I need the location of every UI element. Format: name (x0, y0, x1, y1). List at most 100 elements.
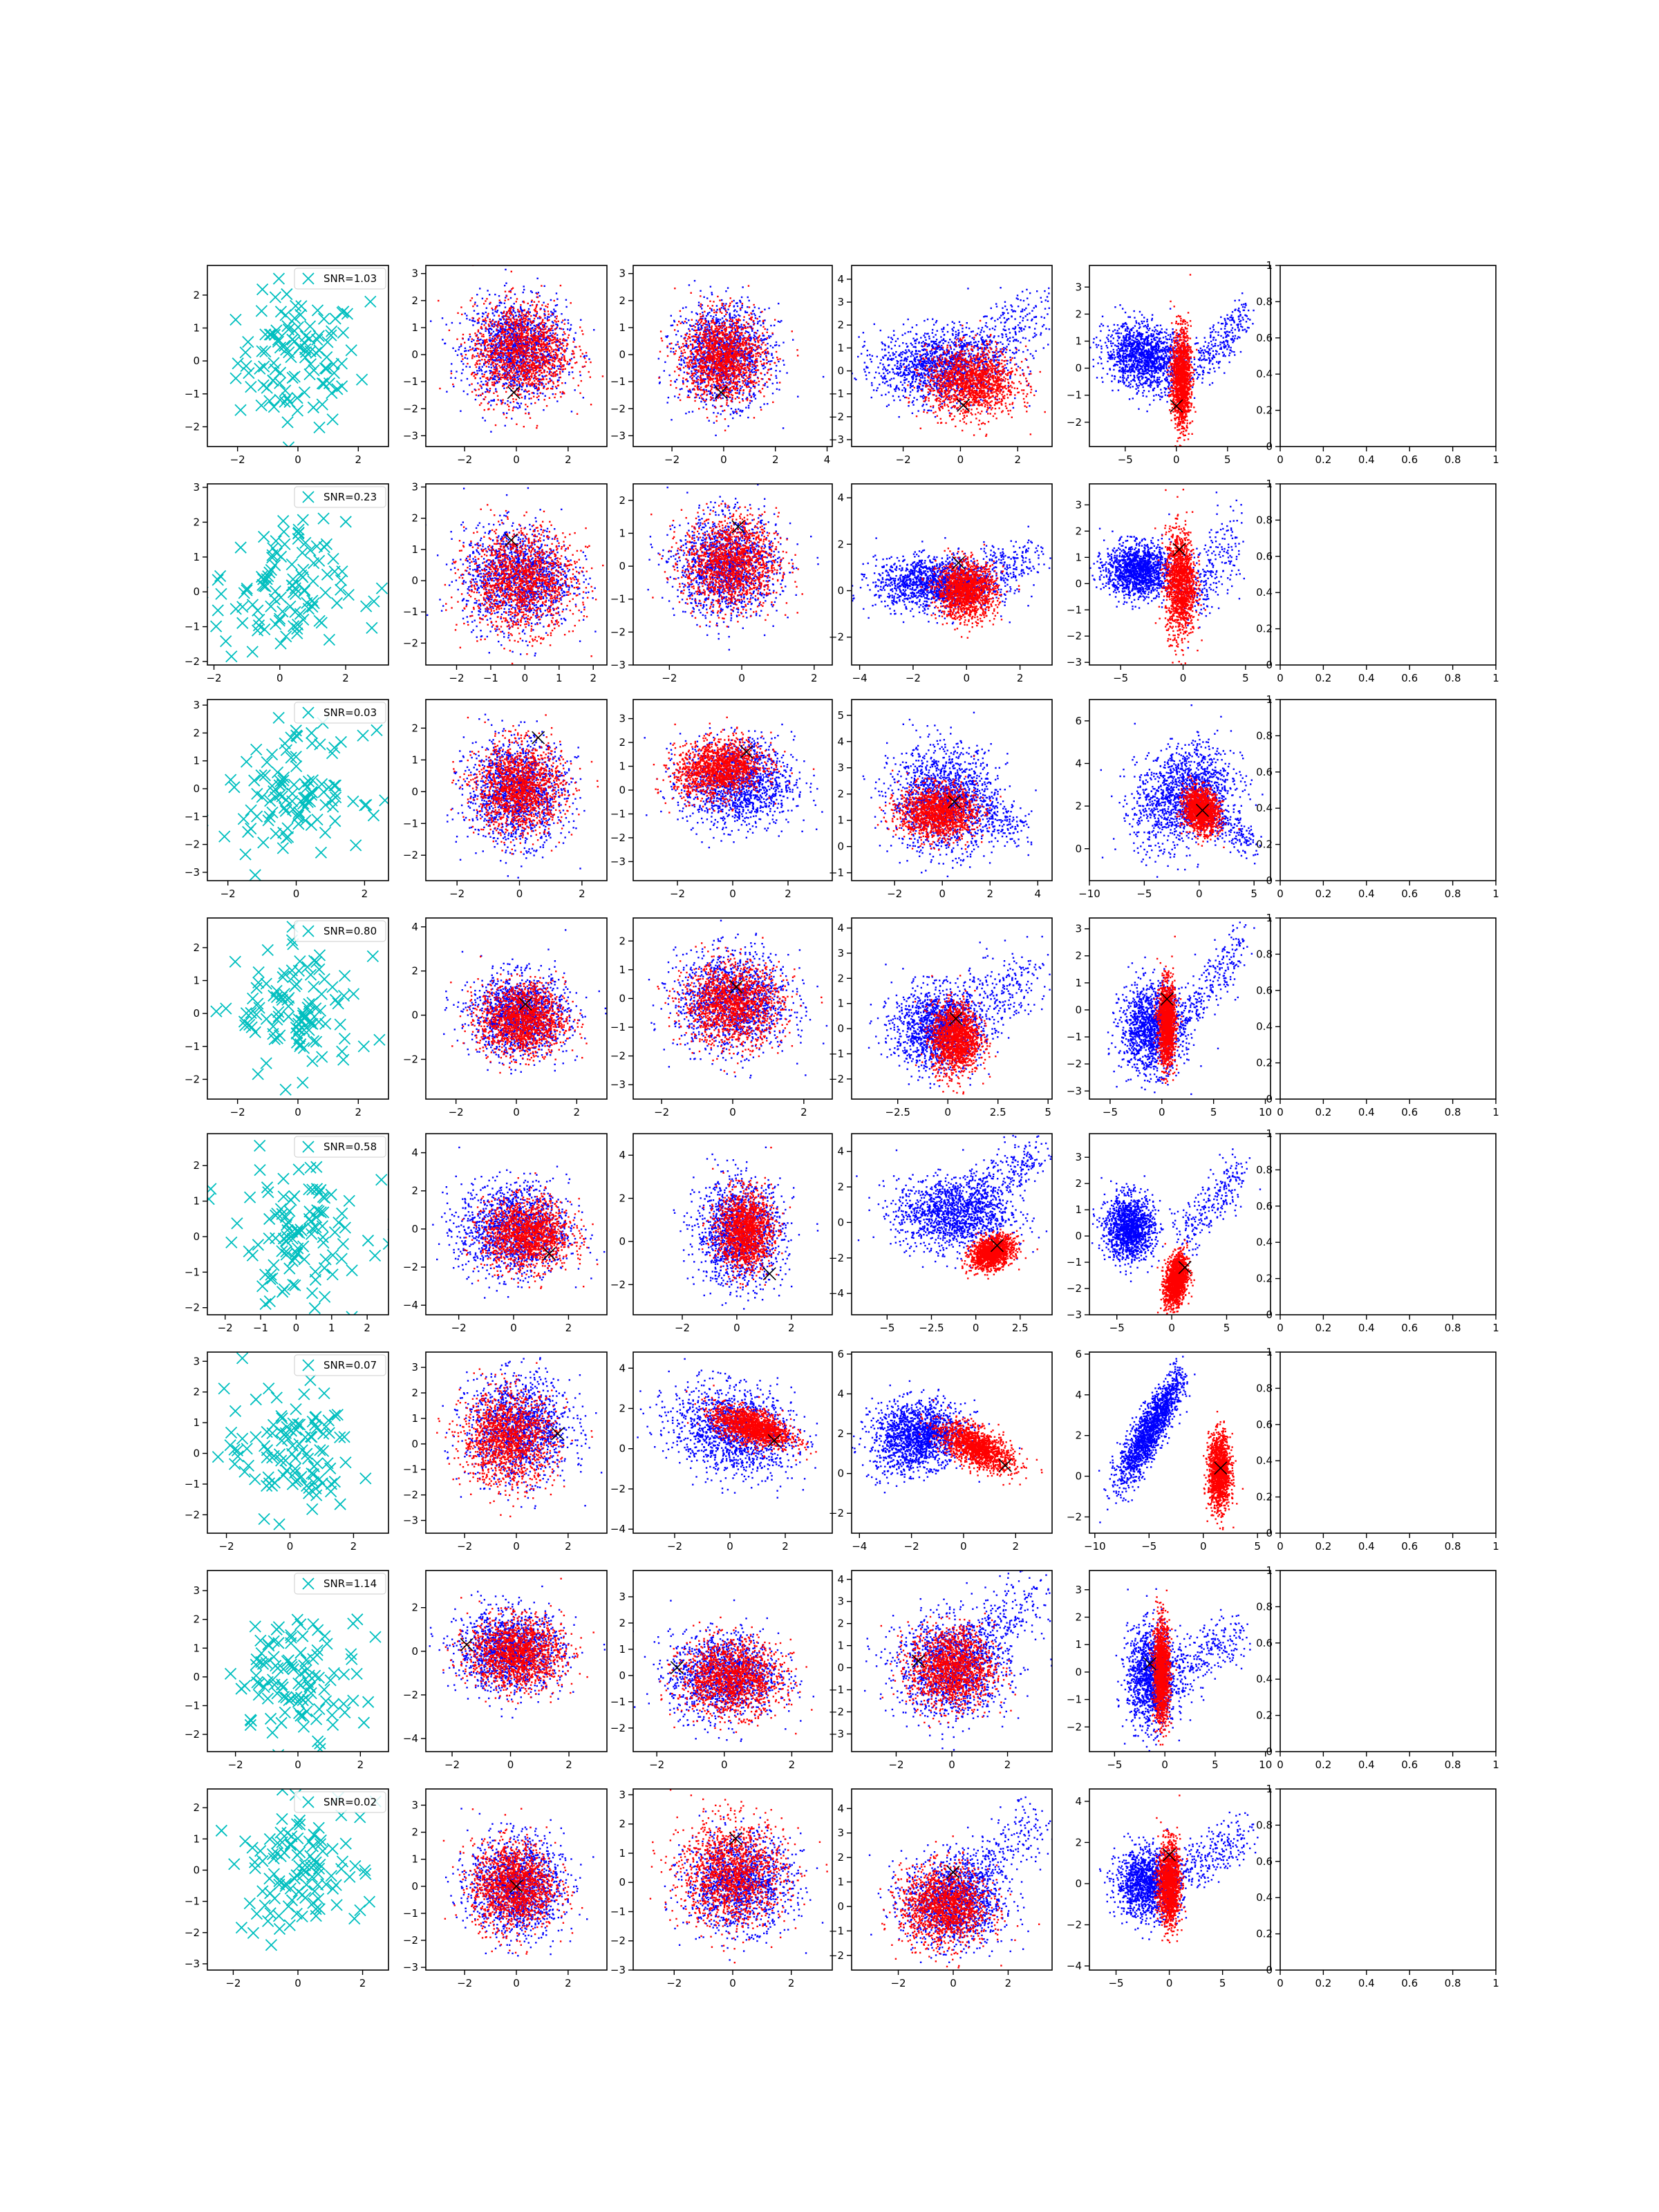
class-a-point (467, 358, 468, 359)
class-a-point (552, 330, 553, 331)
class-b-point (503, 315, 504, 317)
class-a-point (473, 339, 474, 341)
class-b-point (508, 291, 509, 292)
class-a-point (505, 330, 506, 331)
class-b-point (574, 362, 576, 364)
class-b-point (546, 342, 547, 344)
class-b-point (520, 341, 521, 342)
class-a-point (485, 330, 486, 332)
class-b-point (525, 366, 526, 368)
class-b-point (496, 366, 497, 368)
class-b-point (485, 396, 486, 397)
class-a-point (544, 317, 545, 319)
class-a-point (480, 377, 481, 379)
class-b-point (487, 345, 488, 346)
class-b-point (532, 364, 533, 366)
class-a-point (763, 365, 765, 366)
class-a-point (474, 350, 475, 351)
class-b-point (471, 338, 473, 339)
class-b-point (524, 339, 525, 341)
class-a-point (514, 312, 516, 313)
class-a-point (760, 346, 761, 348)
class-b-point (525, 332, 527, 334)
class-b-point (524, 336, 525, 337)
class-b-point (527, 406, 528, 407)
class-a-point (546, 351, 547, 353)
class-a-point (736, 413, 738, 414)
class-b-point (515, 328, 516, 330)
class-a-point (747, 359, 748, 361)
class-b-point (561, 328, 562, 330)
class-b-point (499, 373, 500, 375)
class-b-point (532, 321, 533, 322)
class-b-point (566, 345, 568, 346)
class-b-point (480, 327, 482, 328)
class-b-point (500, 352, 501, 353)
class-b-point (542, 321, 543, 322)
class-b-point (719, 299, 720, 301)
class-b-point (487, 409, 489, 410)
class-a-point (482, 316, 483, 317)
class-b-point (506, 353, 507, 354)
class-b-point (549, 364, 550, 365)
class-a-point (711, 308, 712, 310)
class-a-point (485, 322, 486, 324)
class-b-point (505, 373, 507, 375)
class-b-point (488, 324, 489, 325)
class-b-point (685, 340, 686, 341)
class-b-point (490, 352, 491, 353)
class-b-point (742, 342, 743, 344)
class-b-point (572, 350, 573, 351)
class-a-point (506, 413, 507, 414)
class-a-point (494, 310, 496, 312)
class-b-point (532, 341, 533, 342)
class-b-point (749, 348, 750, 349)
class-b-point (499, 355, 500, 356)
class-b-point (754, 387, 756, 388)
class-b-point (538, 384, 539, 385)
class-b-point (489, 350, 491, 351)
class-a-point (755, 398, 756, 400)
class-b-point (549, 350, 550, 352)
class-b-point (542, 353, 543, 355)
class-a-point (524, 397, 525, 399)
class-b-point (536, 397, 538, 398)
class-b-point (553, 375, 554, 377)
class-a-point (481, 387, 482, 388)
class-b-point (506, 387, 507, 388)
class-b-point (731, 397, 733, 398)
class-b-point (573, 357, 574, 358)
class-a-point (511, 306, 512, 307)
class-a-point (706, 324, 708, 326)
class-b-point (518, 355, 519, 357)
class-a-point (472, 324, 474, 326)
class-b-point (523, 370, 524, 371)
class-b-point (537, 377, 538, 379)
class-a-point (529, 376, 530, 377)
class-b-point (573, 353, 574, 354)
class-b-point (542, 368, 543, 369)
class-b-point (667, 355, 668, 357)
class-b-point (711, 328, 712, 330)
class-a-point (783, 364, 785, 366)
class-b-point (516, 368, 517, 370)
class-a-point (769, 337, 770, 339)
class-b-point (692, 373, 693, 374)
class-a-point (684, 362, 685, 364)
class-a-point (726, 341, 727, 342)
class-b-point (535, 385, 536, 386)
class-a-point (748, 332, 749, 333)
class-b-point (700, 377, 702, 379)
class-a-point (485, 391, 486, 393)
class-b-point (688, 366, 690, 367)
class-a-point (753, 349, 754, 350)
class-b-point (706, 376, 708, 377)
class-b-point (514, 384, 516, 386)
class-b-point (670, 380, 671, 382)
class-a-point (510, 297, 512, 299)
class-a-point (685, 318, 686, 319)
class-b-point (523, 364, 524, 365)
class-b-point (677, 344, 678, 345)
class-a-point (747, 384, 749, 385)
class-b-point (544, 348, 545, 350)
